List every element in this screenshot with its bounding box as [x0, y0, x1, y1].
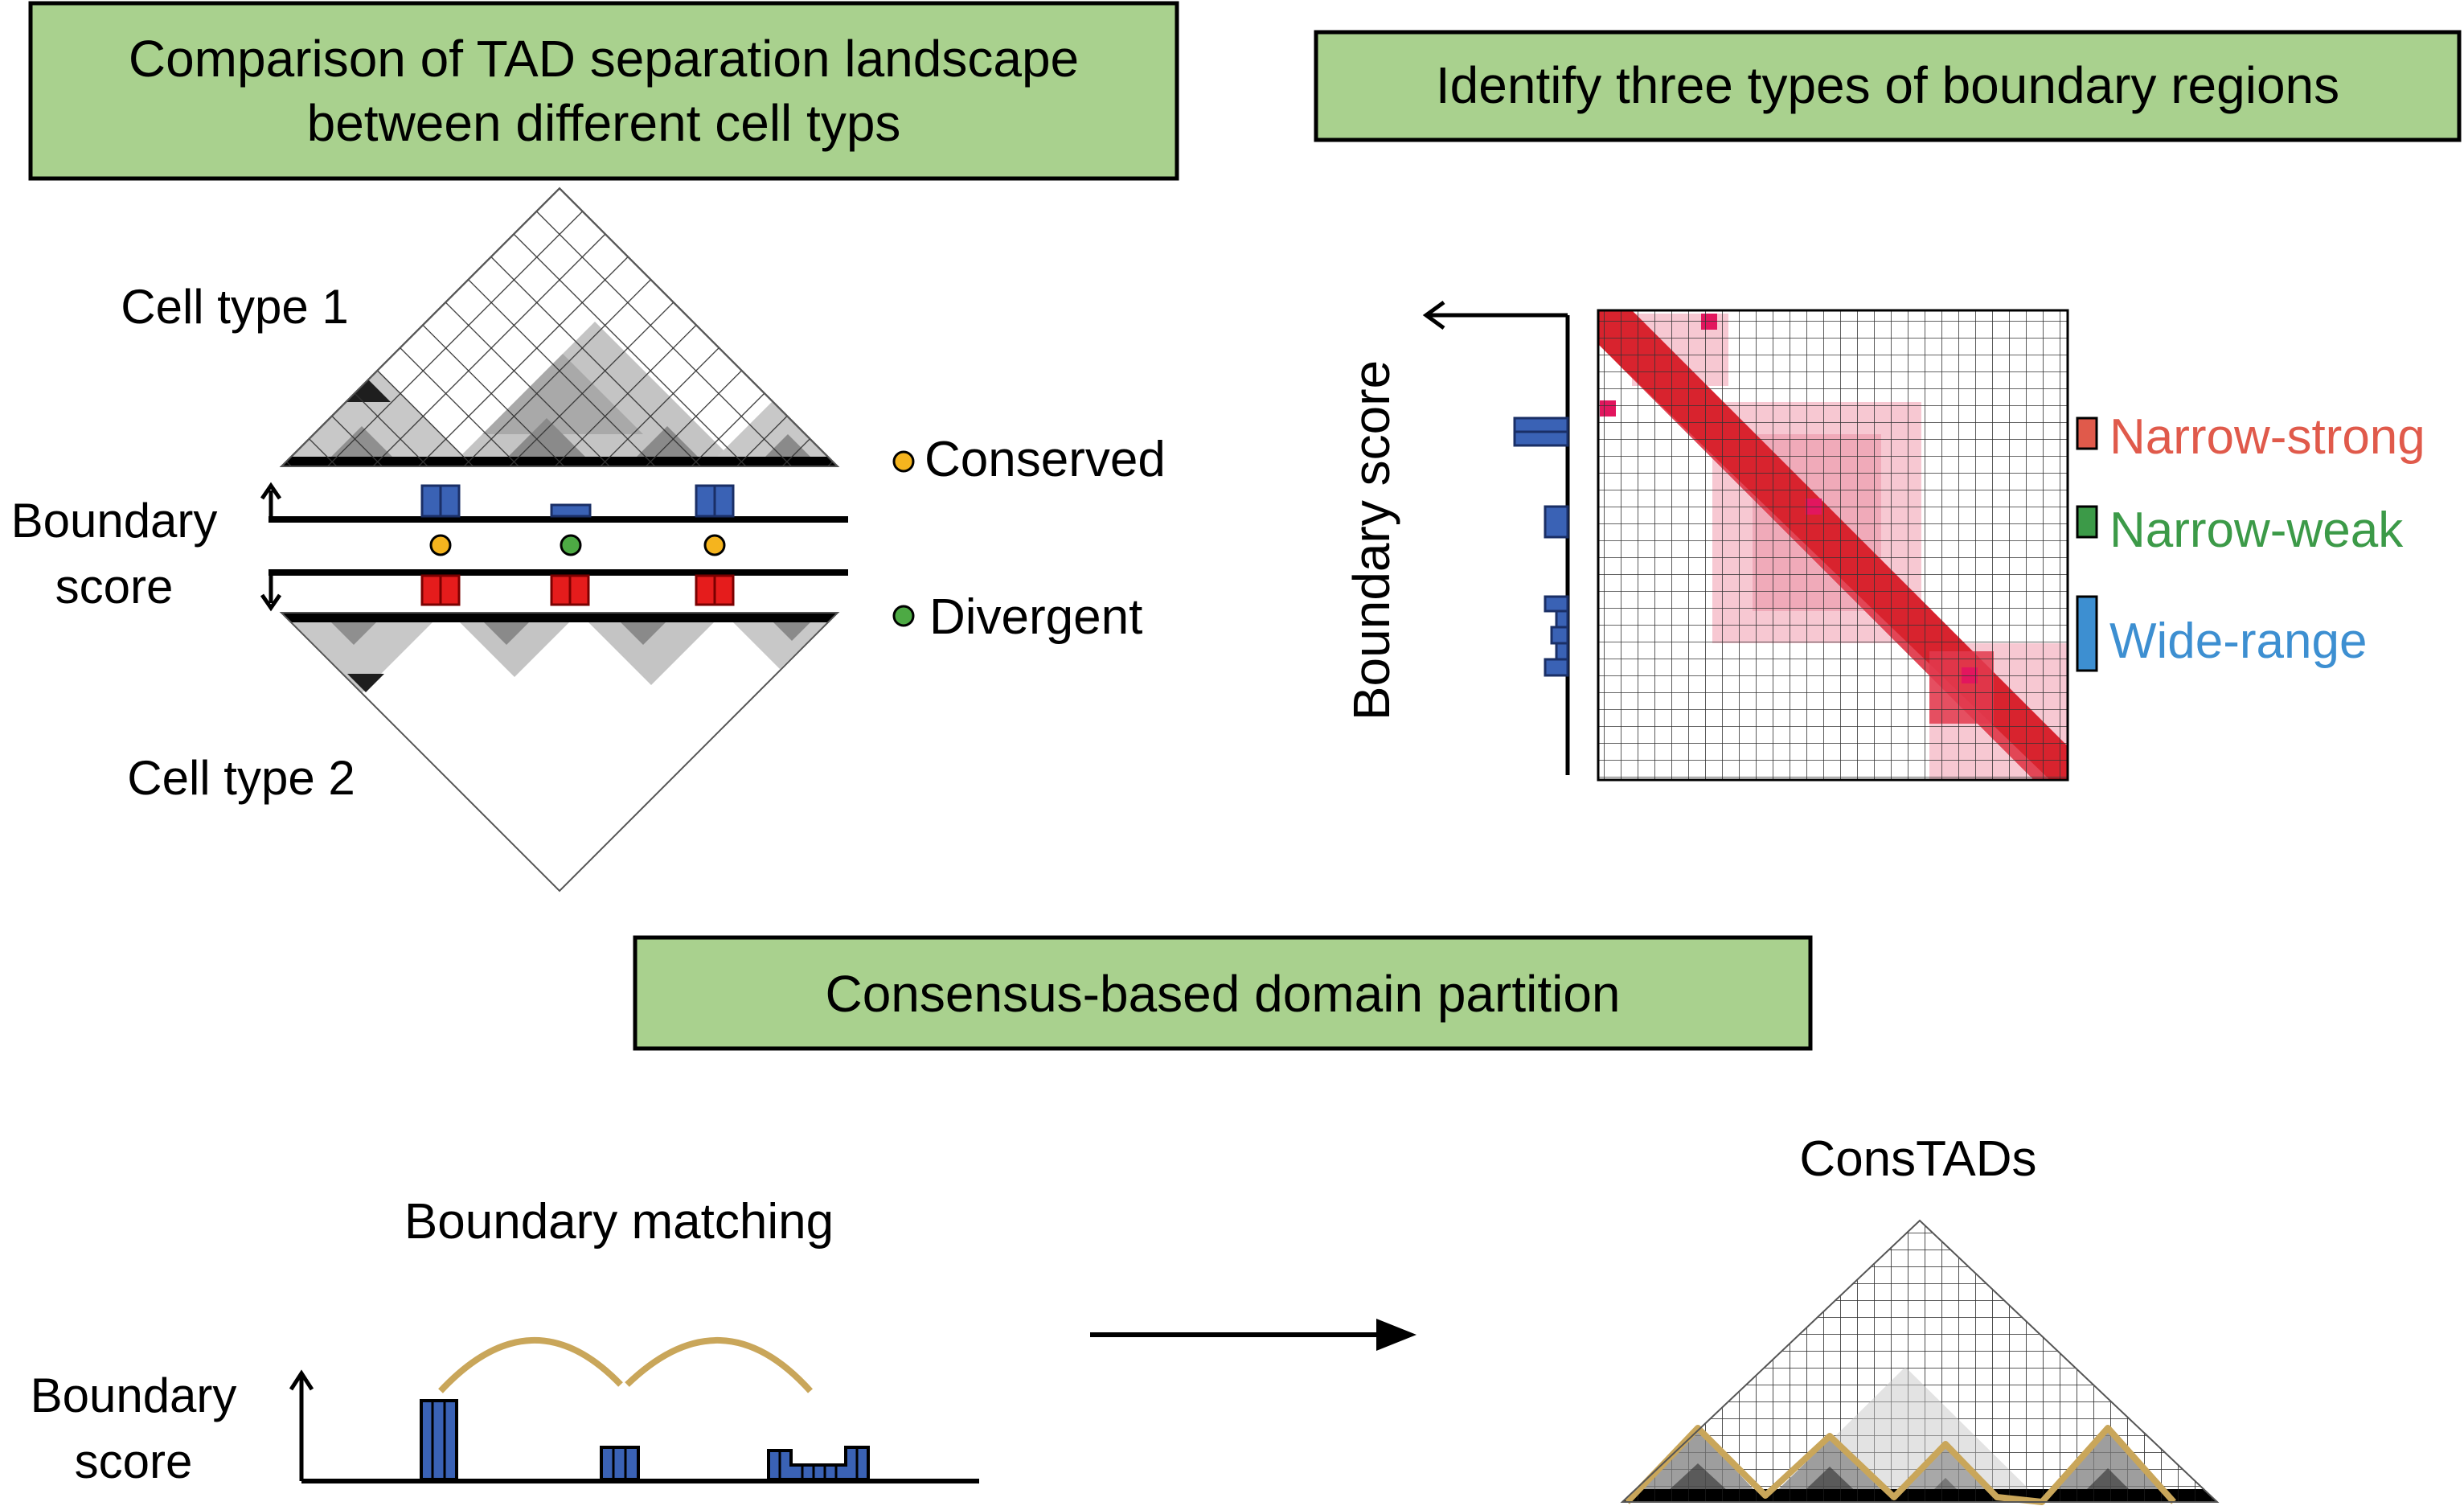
conserved-marker	[703, 534, 726, 556]
matching-arc	[438, 1337, 623, 1393]
title-banner	[1314, 30, 2462, 142]
title-line-1: Comparison of TAD separation landscape	[129, 30, 1079, 88]
contact-heatmap	[1597, 309, 2069, 782]
panel-tad-comparison: Comparison of TAD separation landscape b…	[11, 1, 1179, 893]
narrow-weak-label: Narrow-weak	[2109, 503, 2404, 558]
title-banner	[28, 1, 1179, 181]
score-bar	[1544, 658, 1569, 677]
score-bar	[767, 1446, 870, 1481]
panel-boundary-types: Identify three types of boundary regions…	[1314, 30, 2462, 782]
legend: Conserved Divergent	[892, 432, 1166, 645]
score-bar	[420, 1399, 458, 1481]
constads-label: ConsTADs	[1799, 1131, 2036, 1187]
score-bar	[1550, 626, 1569, 645]
boundary-score-label-1: Boundary	[31, 1369, 237, 1422]
score-bar	[1544, 595, 1569, 613]
boundary-matching-label: Boundary matching	[404, 1194, 834, 1250]
lower-boundary-bars	[420, 574, 735, 606]
matching-arc	[625, 1337, 813, 1393]
process-arrowhead	[1376, 1319, 1416, 1351]
boundary-bar	[550, 503, 592, 518]
narrow-strong-label: Narrow-strong	[2109, 409, 2425, 465]
score-bar	[1544, 505, 1569, 539]
divergent-marker	[560, 534, 582, 556]
score-bar	[600, 1446, 640, 1481]
cell-type-2-label: Cell type 2	[127, 751, 355, 805]
title-line-2: between different cell typs	[307, 94, 901, 152]
upper-boundary-bars	[420, 484, 735, 518]
panel-title: Identify three types of boundary regions	[1436, 56, 2339, 114]
score-bar	[1555, 642, 1569, 661]
constads-heatmap	[1620, 1219, 2220, 1505]
axis-label: Boundary score	[1343, 360, 1400, 720]
domain-partition-line	[1625, 1425, 2176, 1505]
boundary-score-label-1: Boundary	[11, 494, 218, 548]
conserved-legend-swatch	[892, 450, 915, 473]
boundary-score-label-2: score	[75, 1434, 193, 1488]
panel-consensus: Consensus-based domain partition Boundar…	[31, 935, 2220, 1505]
wide-range-label: Wide-range	[2109, 613, 2367, 669]
conserved-marker	[429, 534, 452, 556]
narrow-strong-swatch	[2076, 417, 2098, 450]
boundary-score-label-2: score	[55, 560, 174, 613]
score-bar	[1555, 609, 1569, 629]
divergent-legend-swatch	[892, 605, 915, 627]
cell-type-1-label: Cell type 1	[121, 280, 348, 334]
panel-title: Consensus-based domain partition	[825, 965, 1620, 1023]
conserved-legend-label: Conserved	[925, 432, 1166, 487]
score-bars	[1513, 417, 1569, 677]
divergent-legend-label: Divergent	[929, 589, 1142, 645]
matching-bars	[420, 1399, 870, 1481]
narrow-weak-swatch	[2076, 505, 2098, 539]
wide-range-swatch	[2076, 595, 2098, 672]
title-banner	[633, 935, 1813, 1051]
